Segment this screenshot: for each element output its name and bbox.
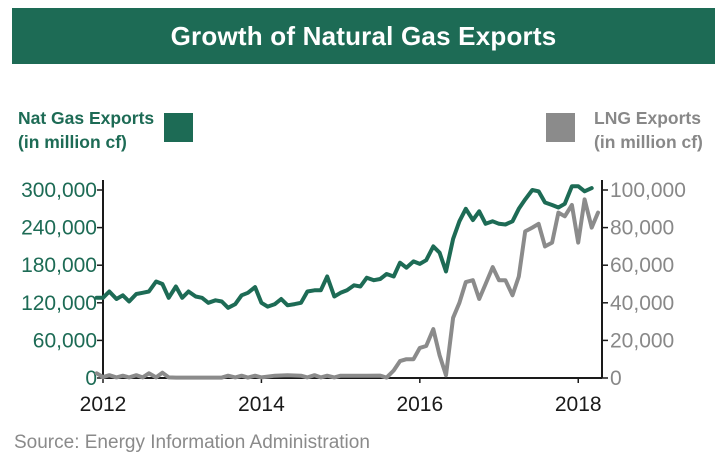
right-tick-label: 40,000 bbox=[610, 292, 674, 315]
legend-nat-gas-label: Nat Gas Exports (in million cf) bbox=[18, 106, 178, 154]
nat-gas-exports-line bbox=[94, 184, 594, 310]
lng-exports-line bbox=[94, 197, 600, 380]
right-tick-label: 0 bbox=[610, 367, 622, 390]
legend-lng-swatch bbox=[546, 113, 575, 142]
legend-lng-line-2: (in million cf) bbox=[594, 132, 703, 152]
right-tick-label: 80,000 bbox=[610, 217, 674, 240]
legend-lng-label: LNG Exports (in million cf) bbox=[594, 106, 719, 154]
left-tick-label: 240,000 bbox=[21, 217, 97, 240]
x-tick-label: 2012 bbox=[80, 393, 127, 416]
x-tick-label: 2014 bbox=[238, 393, 285, 416]
legend-lng-line-1: LNG Exports bbox=[594, 108, 701, 128]
left-tick-label: 180,000 bbox=[21, 254, 97, 277]
left-tick-label: 60,000 bbox=[33, 329, 97, 352]
legend-nat-gas-line-2: (in million cf) bbox=[18, 132, 127, 152]
right-tick-label: 20,000 bbox=[610, 329, 674, 352]
left-tick-label: 0 bbox=[85, 367, 97, 390]
left-tick-label: 120,000 bbox=[21, 292, 97, 315]
x-tick-label: 2016 bbox=[396, 393, 443, 416]
right-tick-label: 100,000 bbox=[610, 179, 686, 202]
x-tick-label: 2018 bbox=[555, 393, 602, 416]
left-tick-label: 300,000 bbox=[21, 179, 97, 202]
right-tick-label: 60,000 bbox=[610, 254, 674, 277]
chart-title: Growth of Natural Gas Exports bbox=[12, 8, 715, 64]
legend-nat-gas-swatch bbox=[164, 113, 193, 142]
legend-nat-gas-line-1: Nat Gas Exports bbox=[18, 108, 155, 128]
source-note: Source: Energy Information Administratio… bbox=[14, 432, 370, 453]
